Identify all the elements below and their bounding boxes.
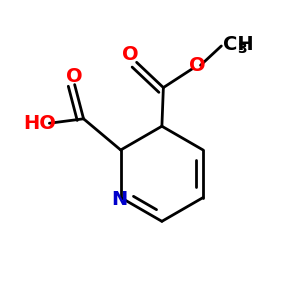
Text: CH: CH	[223, 35, 254, 54]
Text: O: O	[189, 56, 206, 75]
Text: O: O	[66, 67, 83, 86]
Text: 3: 3	[237, 42, 246, 56]
Text: HO: HO	[23, 114, 56, 133]
Text: O: O	[122, 45, 139, 64]
Text: N: N	[111, 190, 127, 208]
